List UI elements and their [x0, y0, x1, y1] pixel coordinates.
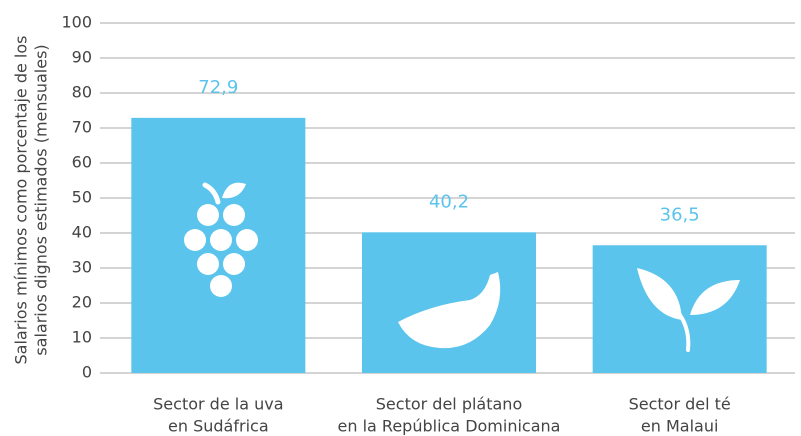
value-label: 72,9	[198, 77, 238, 98]
grape-icon	[236, 229, 258, 251]
y-tick-label: 90	[72, 48, 92, 67]
x-tick-label: en la República Dominicana	[338, 417, 561, 436]
x-tick-label: Sector del plátano	[376, 395, 522, 414]
grape-icon	[184, 229, 206, 251]
y-axis-label: salarios dignos estimados (mensuales)	[32, 44, 51, 355]
grape-icon	[210, 229, 232, 251]
y-tick-label: 30	[72, 258, 92, 277]
y-axis-label: Salarios mínimos como porcentaje de los	[12, 36, 31, 365]
grape-icon	[223, 253, 245, 275]
y-tick-label: 60	[72, 153, 92, 172]
value-label: 36,5	[660, 204, 700, 225]
leaf-stem	[678, 313, 691, 352]
grape-icon	[223, 204, 245, 226]
y-tick-label: 10	[72, 328, 92, 347]
y-tick-label: 50	[72, 188, 92, 207]
x-tick-label: en Sudáfrica	[168, 417, 269, 436]
y-tick-label: 100	[61, 13, 92, 32]
y-tick-label: 40	[72, 223, 92, 242]
grape-icon	[210, 275, 232, 297]
y-tick-label: 0	[82, 363, 92, 382]
x-tick-label: Sector del té	[629, 395, 731, 414]
grape-icon	[197, 204, 219, 226]
bar	[362, 232, 536, 373]
value-label: 40,2	[429, 191, 469, 212]
grape-stem	[202, 182, 221, 205]
x-tick-label: en Malaui	[641, 417, 719, 436]
leaf-icon	[637, 268, 740, 320]
x-tick-label: Sector de la uva	[153, 395, 283, 414]
grape-leaf	[222, 182, 246, 199]
y-tick-label: 20	[72, 293, 92, 312]
icons	[184, 182, 740, 352]
banana-icon	[398, 272, 501, 349]
y-tick-label: 70	[72, 118, 92, 137]
grape-icon	[197, 253, 219, 275]
y-tick-label: 80	[72, 83, 92, 102]
